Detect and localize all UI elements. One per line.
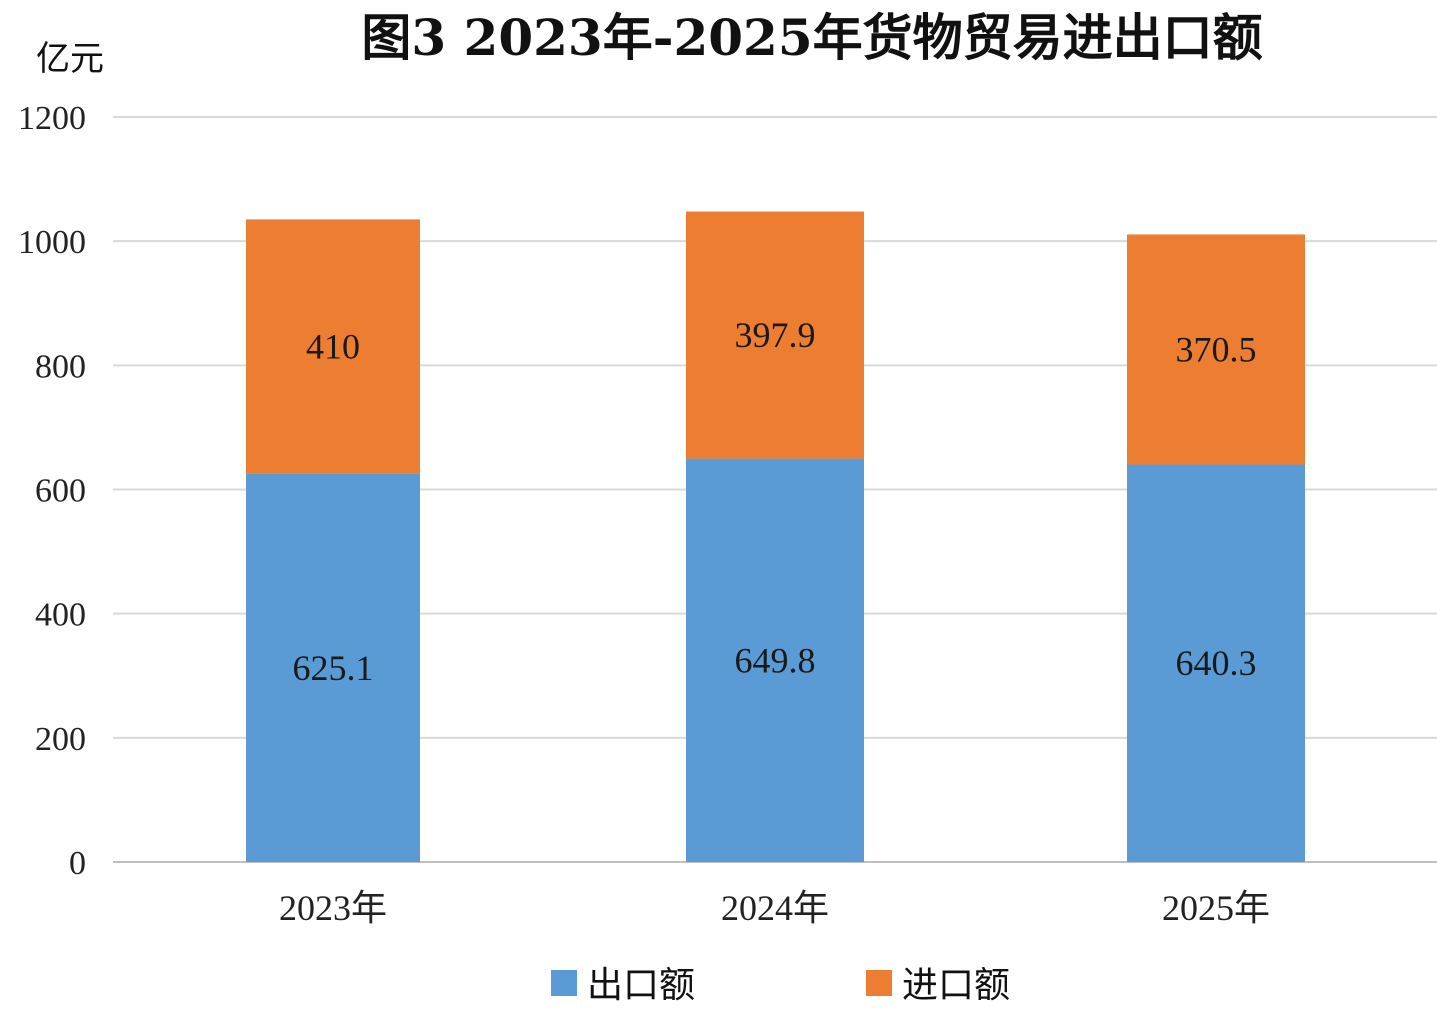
y-axis-ticks: 0 200 400 600 800 1000 1200 [18,100,86,882]
data-label: 649.8 [735,640,816,680]
y-tick-label: 600 [35,473,86,510]
y-tick-label: 200 [35,721,86,758]
y-axis-unit: 亿元 [36,39,104,79]
bar-segment [246,473,420,862]
legend: 出口额 进口额 [551,965,1010,1006]
y-tick-label: 800 [35,348,86,385]
x-category-label: 2023年 [279,888,387,928]
legend-swatch [551,970,577,996]
y-tick-label: 0 [69,845,86,882]
bar-segment [1127,464,1305,862]
x-category-label: 2024年 [721,888,829,928]
x-category-label: 2025年 [1162,888,1270,928]
chart-title: 图3 2023年-2025年货物贸易进出口额 [361,8,1262,67]
data-label: 625.1 [293,648,374,688]
y-tick-label: 1000 [18,224,86,261]
bar-segment [686,211,864,459]
data-label: 640.3 [1176,643,1257,683]
bar-segment [686,458,864,862]
bars: 625.1 410 649.8 397.9 640.3 370.5 [246,211,1305,862]
legend-swatch [866,970,892,996]
data-label: 410 [306,327,360,367]
data-label: 370.5 [1176,329,1257,369]
bar-segment [1127,234,1305,465]
data-label: 397.9 [735,315,816,355]
legend-label: 出口额 [587,965,695,1006]
y-tick-label: 1200 [18,100,86,137]
x-axis-categories: 2023年 2024年 2025年 [279,888,1270,928]
legend-label: 进口额 [902,965,1010,1006]
y-tick-label: 400 [35,597,86,634]
bar-segment [246,219,420,474]
